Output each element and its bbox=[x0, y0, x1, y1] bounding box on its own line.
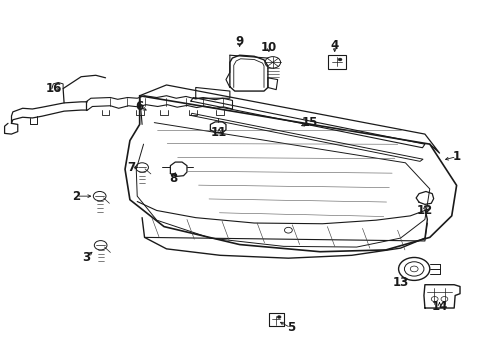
Text: 14: 14 bbox=[430, 300, 447, 313]
Circle shape bbox=[277, 316, 281, 319]
Text: 10: 10 bbox=[260, 41, 276, 54]
Text: 1: 1 bbox=[451, 150, 460, 163]
Text: 13: 13 bbox=[391, 276, 408, 289]
Text: 11: 11 bbox=[211, 126, 227, 139]
Text: 16: 16 bbox=[46, 82, 62, 95]
Text: 4: 4 bbox=[330, 39, 338, 52]
Text: 12: 12 bbox=[416, 204, 432, 217]
Text: 15: 15 bbox=[302, 116, 318, 129]
Text: 7: 7 bbox=[127, 161, 135, 174]
Circle shape bbox=[337, 58, 341, 61]
Text: 2: 2 bbox=[72, 190, 80, 203]
Text: 9: 9 bbox=[235, 35, 243, 49]
Bar bbox=[328, 55, 345, 69]
Text: 6: 6 bbox=[135, 100, 143, 113]
Text: 8: 8 bbox=[169, 172, 178, 185]
Text: 5: 5 bbox=[286, 321, 294, 334]
Text: 3: 3 bbox=[82, 251, 90, 264]
